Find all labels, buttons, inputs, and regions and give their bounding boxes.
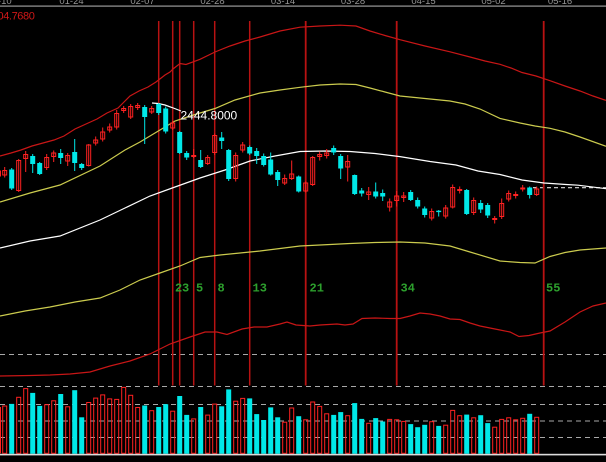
svg-text:04.7680: 04.7680 (0, 11, 35, 23)
svg-text:8: 8 (218, 282, 225, 296)
svg-text:13: 13 (253, 282, 267, 296)
svg-text:55: 55 (546, 282, 560, 296)
svg-text:03-14: 03-14 (271, 0, 295, 7)
svg-text:01-24: 01-24 (59, 0, 83, 7)
svg-text:34: 34 (401, 282, 415, 296)
svg-text:2444.8000: 2444.8000 (181, 109, 238, 123)
svg-text:02-28: 02-28 (200, 0, 224, 7)
svg-text:04-15: 04-15 (411, 0, 435, 7)
svg-text:02-07: 02-07 (130, 0, 154, 7)
svg-text:03-28: 03-28 (341, 0, 365, 7)
svg-text:2: 2 (175, 282, 182, 296)
svg-text:01-10: 01-10 (0, 0, 12, 7)
svg-text:21: 21 (310, 282, 324, 296)
svg-text:3: 3 (182, 282, 189, 296)
svg-text:05-02: 05-02 (481, 0, 505, 7)
svg-text:5: 5 (196, 282, 203, 296)
svg-text:05-16: 05-16 (548, 0, 572, 7)
